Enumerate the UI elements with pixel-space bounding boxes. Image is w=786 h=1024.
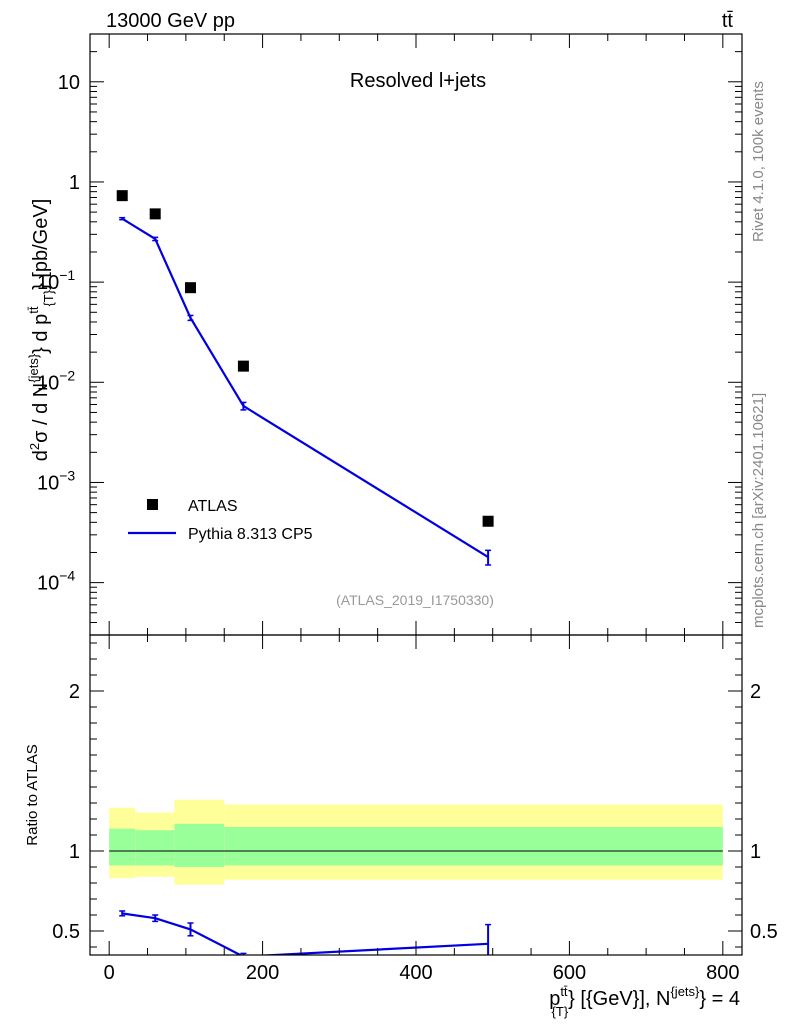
ratio-ytick-label: 2	[69, 681, 80, 703]
ratio-y-axis-label: Ratio to ATLAS	[24, 744, 41, 845]
x-axis-label: ptt̄ {T}} [{GeV}], N{jets}} = 4	[549, 984, 740, 1019]
legend-label-pythia: Pythia 8.313 CP5	[188, 526, 313, 543]
x-tick-label: 800	[706, 962, 739, 984]
xlabel-part-b: tt̄	[560, 984, 568, 999]
ylabel-part-c: σ / d N	[30, 383, 52, 443]
legend-label-atlas: ATLAS	[188, 498, 238, 515]
ratio-ytick-label-right: 2	[750, 681, 761, 703]
atlas-data-point	[184, 282, 196, 294]
ratio-frame	[89, 634, 743, 956]
main-frame	[89, 33, 743, 636]
legend: ATLAS Pythia 8.313 CP5	[128, 498, 313, 543]
atlas-data-point	[237, 360, 249, 372]
main-ytick-exponent: −2	[59, 367, 75, 383]
ylabel-part-f: tt̄	[26, 306, 41, 314]
ylabel-part-d: {jets}	[26, 353, 41, 383]
main-ytick-exponent: −3	[59, 467, 75, 483]
ylabel-part-g: {T}	[41, 289, 56, 306]
legend-marker-atlas	[147, 499, 158, 510]
xlabel-part-f: } = 4	[699, 988, 740, 1010]
ylabel-part-b: 2	[27, 443, 42, 450]
pythia-line	[121, 217, 489, 558]
main-ytick-mantissa: 10	[37, 472, 59, 494]
main-y-axis-label: d2σ / d N{jets}} d ptt̄{T}} [pb/GeV]	[26, 199, 56, 462]
main-ytick-label: 10−1	[37, 267, 75, 294]
atlas-data-point	[116, 190, 128, 202]
xlabel-part-e: {jets}	[670, 984, 700, 999]
x-tick-label: 0	[104, 962, 115, 984]
main-ytick-label: 10	[58, 72, 80, 94]
ratio-inner-band	[109, 828, 136, 866]
main-ytick-mantissa: 10	[58, 72, 80, 94]
main-ytick-label: 1	[69, 172, 80, 194]
ratio-panel: 0.5 0.5 1 1 2 2 0 200 400 600 800 Ratio to ATLAS p…	[24, 634, 778, 1019]
ratio-ytick-label-right: 0.5	[750, 921, 778, 943]
main-series	[116, 190, 494, 566]
xlabel-part-a: p	[549, 988, 560, 1010]
chart-title: Resolved l+jets	[350, 70, 486, 92]
source-label: mcplots.cern.ch [arXiv:2401.10621]	[750, 392, 767, 628]
main-ytick-mantissa: 1	[69, 172, 80, 194]
ratio-inner-band	[224, 827, 723, 866]
ratio-bands	[109, 799, 723, 885]
main-ytick-mantissa: 10	[37, 372, 59, 394]
xlabel-part-d: } [{GeV}], N	[568, 988, 670, 1010]
ratio-inner-band	[135, 830, 175, 866]
main-ytick-exponent: −1	[59, 267, 75, 283]
ylabel-part-a: d	[30, 450, 52, 461]
main-ytick-mantissa: 10	[37, 272, 59, 294]
x-tick-label: 600	[553, 962, 586, 984]
main-ytick-mantissa: 10	[37, 573, 59, 595]
ylabel-part-h: } [pb/GeV]	[30, 199, 52, 290]
main-ytick-exponent: −4	[59, 568, 75, 584]
main-ytick-label: 10−3	[37, 467, 75, 494]
watermark-label: (ATLAS_2019_I1750330)	[336, 592, 494, 608]
ratio-ytick-label: 0.5	[52, 921, 80, 943]
x-tick-label: 400	[399, 962, 432, 984]
energy-label: 13000 GeV pp	[106, 10, 235, 32]
process-label: tt̄	[722, 10, 734, 32]
ratio-pythia-line	[122, 912, 489, 955]
main-ytick-label: 10−4	[37, 568, 75, 595]
xlabel-part-c: {T}	[552, 1004, 569, 1019]
atlas-data-point	[149, 208, 161, 220]
ylabel-part-e: } d p	[30, 314, 52, 354]
ratio-ytick-label: 1	[69, 841, 80, 863]
rivet-version-label: Rivet 4.1.0, 100k events	[750, 81, 767, 242]
ratio-ytick-label-right: 1	[750, 841, 761, 863]
ratio-inner-band	[174, 823, 225, 867]
x-tick-label: 200	[246, 962, 279, 984]
main-ytick-label: 10−2	[37, 367, 75, 394]
ratio-ticks: 0.5 0.5 1 1 2 2 0 200 400 600 800	[52, 635, 778, 984]
atlas-data-point	[482, 515, 494, 527]
